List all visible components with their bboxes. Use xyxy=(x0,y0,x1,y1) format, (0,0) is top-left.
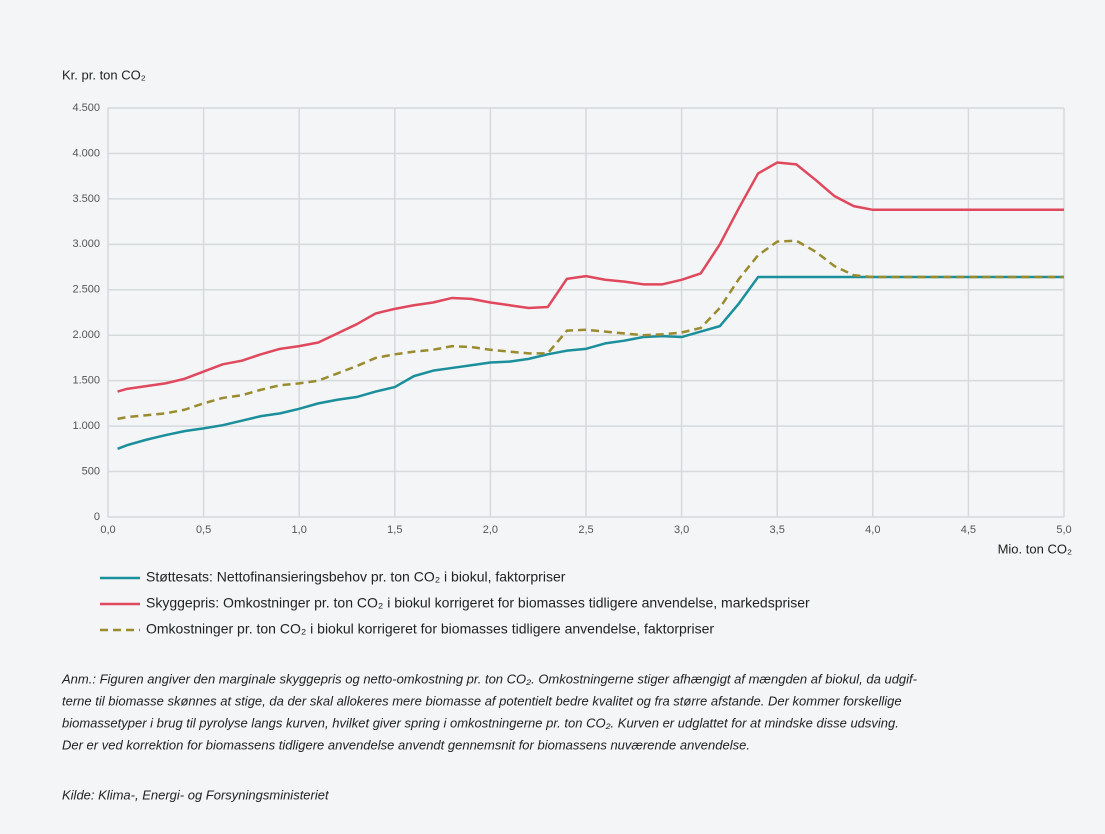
x-axis-label: Mio. ton CO₂ xyxy=(998,541,1072,556)
footnote-line: terne til biomasse skønnes at stige, da … xyxy=(62,693,902,708)
source: Kilde: Klima-, Energi- og Forsyningsmini… xyxy=(62,787,330,802)
x-tick-label: 5,0 xyxy=(1056,524,1071,536)
y-tick-label: 0 xyxy=(94,511,100,523)
x-tick-label: 0,0 xyxy=(100,524,115,536)
footnote-line: Anm.: Figuren angiver den marginale skyg… xyxy=(61,671,918,686)
y-tick-label: 1.000 xyxy=(72,420,100,432)
x-tick-label: 1,5 xyxy=(387,524,402,536)
y-tick-label: 500 xyxy=(82,465,100,477)
y-tick-label: 2.500 xyxy=(72,284,100,296)
x-tick-label: 1,0 xyxy=(292,524,307,536)
x-tick-label: 3,5 xyxy=(770,524,785,536)
series-line xyxy=(117,239,1064,421)
series-line xyxy=(117,161,1064,393)
y-tick-label: 1.500 xyxy=(72,375,100,387)
x-tick-label: 2,5 xyxy=(578,524,593,536)
y-tick-label: 3.500 xyxy=(72,193,100,205)
legend-label: Støttesats: Nettofinansieringsbehov pr. … xyxy=(146,569,566,585)
x-tick-label: 0,5 xyxy=(196,524,211,536)
y-tick-label: 4.500 xyxy=(72,102,100,114)
legend-label: Skyggepris: Omkostninger pr. ton CO₂ i b… xyxy=(146,595,810,611)
x-tick-label: 4,5 xyxy=(961,524,976,536)
footnote-line: Der er ved korrektion for biomassens tid… xyxy=(62,737,750,752)
y-tick-label: 4.000 xyxy=(72,147,100,159)
legend-label: Omkostninger pr. ton CO₂ i biokul korrig… xyxy=(146,621,714,637)
x-tick-label: 2,0 xyxy=(483,524,498,536)
x-tick-label: 4,0 xyxy=(865,524,880,536)
x-tick-label: 3,0 xyxy=(674,524,689,536)
footnote-line: biomassetyper i brug til pyrolyse langs … xyxy=(62,715,899,730)
y-tick-label: 2.000 xyxy=(72,329,100,341)
y-axis-label: Kr. pr. ton CO₂ xyxy=(62,67,146,82)
y-tick-label: 3.000 xyxy=(72,238,100,250)
